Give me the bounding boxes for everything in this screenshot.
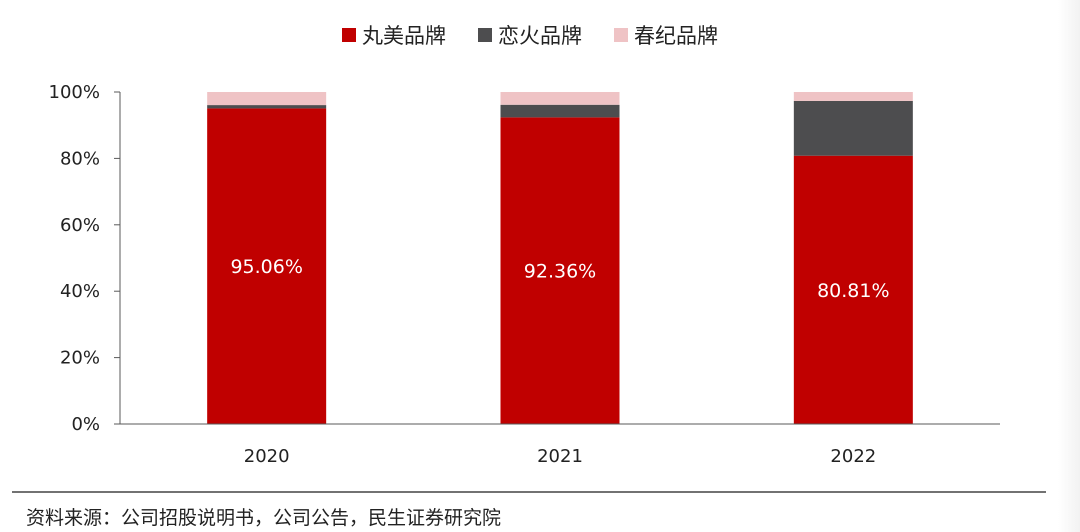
- bar-segment-2021-1: [500, 117, 620, 424]
- x-tick-label-2022: 2022: [830, 446, 876, 467]
- y-tick-label: 100%: [49, 82, 100, 103]
- x-tick-label-2021: 2021: [537, 446, 583, 467]
- bar-segment-2020-1: [207, 108, 327, 424]
- source-note: 资料来源：公司招股说明书，公司公告，民生证券研究院: [26, 507, 501, 529]
- bar-segment-2021-2: [500, 104, 620, 118]
- legend-label-2: 恋火品牌: [498, 24, 582, 48]
- y-tick-label: 0%: [71, 414, 100, 435]
- y-axis: 0% 20% 40% 60% 80% 100%: [49, 82, 121, 435]
- legend-swatch-2: [478, 28, 492, 42]
- bar-segment-2022-2: [793, 100, 913, 156]
- page-edge-shadow: [1058, 0, 1080, 532]
- bars: 95.06% 92.36% 80.81%: [207, 92, 913, 424]
- legend-label-1: 丸美品牌: [362, 24, 446, 48]
- bar-segment-2021-3: [500, 92, 620, 105]
- data-label-2022: 80.81%: [817, 280, 889, 302]
- y-tick-label: 80%: [60, 148, 100, 169]
- bar-segment-2020-2: [207, 105, 327, 109]
- x-tick-label-2020: 2020: [244, 446, 290, 467]
- y-tick-label: 20%: [60, 348, 100, 369]
- legend-swatch-1: [342, 28, 356, 42]
- x-axis: 2020 2021 2022: [120, 423, 1000, 467]
- y-tick-label: 40%: [60, 281, 100, 302]
- data-label-2021: 92.36%: [524, 261, 596, 283]
- legend-label-3: 春纪品牌: [634, 24, 718, 48]
- y-tick-label: 60%: [60, 215, 100, 236]
- legend-swatch-3: [614, 28, 628, 42]
- bar-segment-2020-3: [207, 92, 327, 106]
- bar-segment-2022-1: [793, 155, 913, 424]
- data-label-2020: 95.06%: [230, 256, 302, 278]
- legend: 丸美品牌 恋火品牌 春纪品牌: [342, 24, 718, 48]
- bar-segment-2022-3: [793, 92, 913, 101]
